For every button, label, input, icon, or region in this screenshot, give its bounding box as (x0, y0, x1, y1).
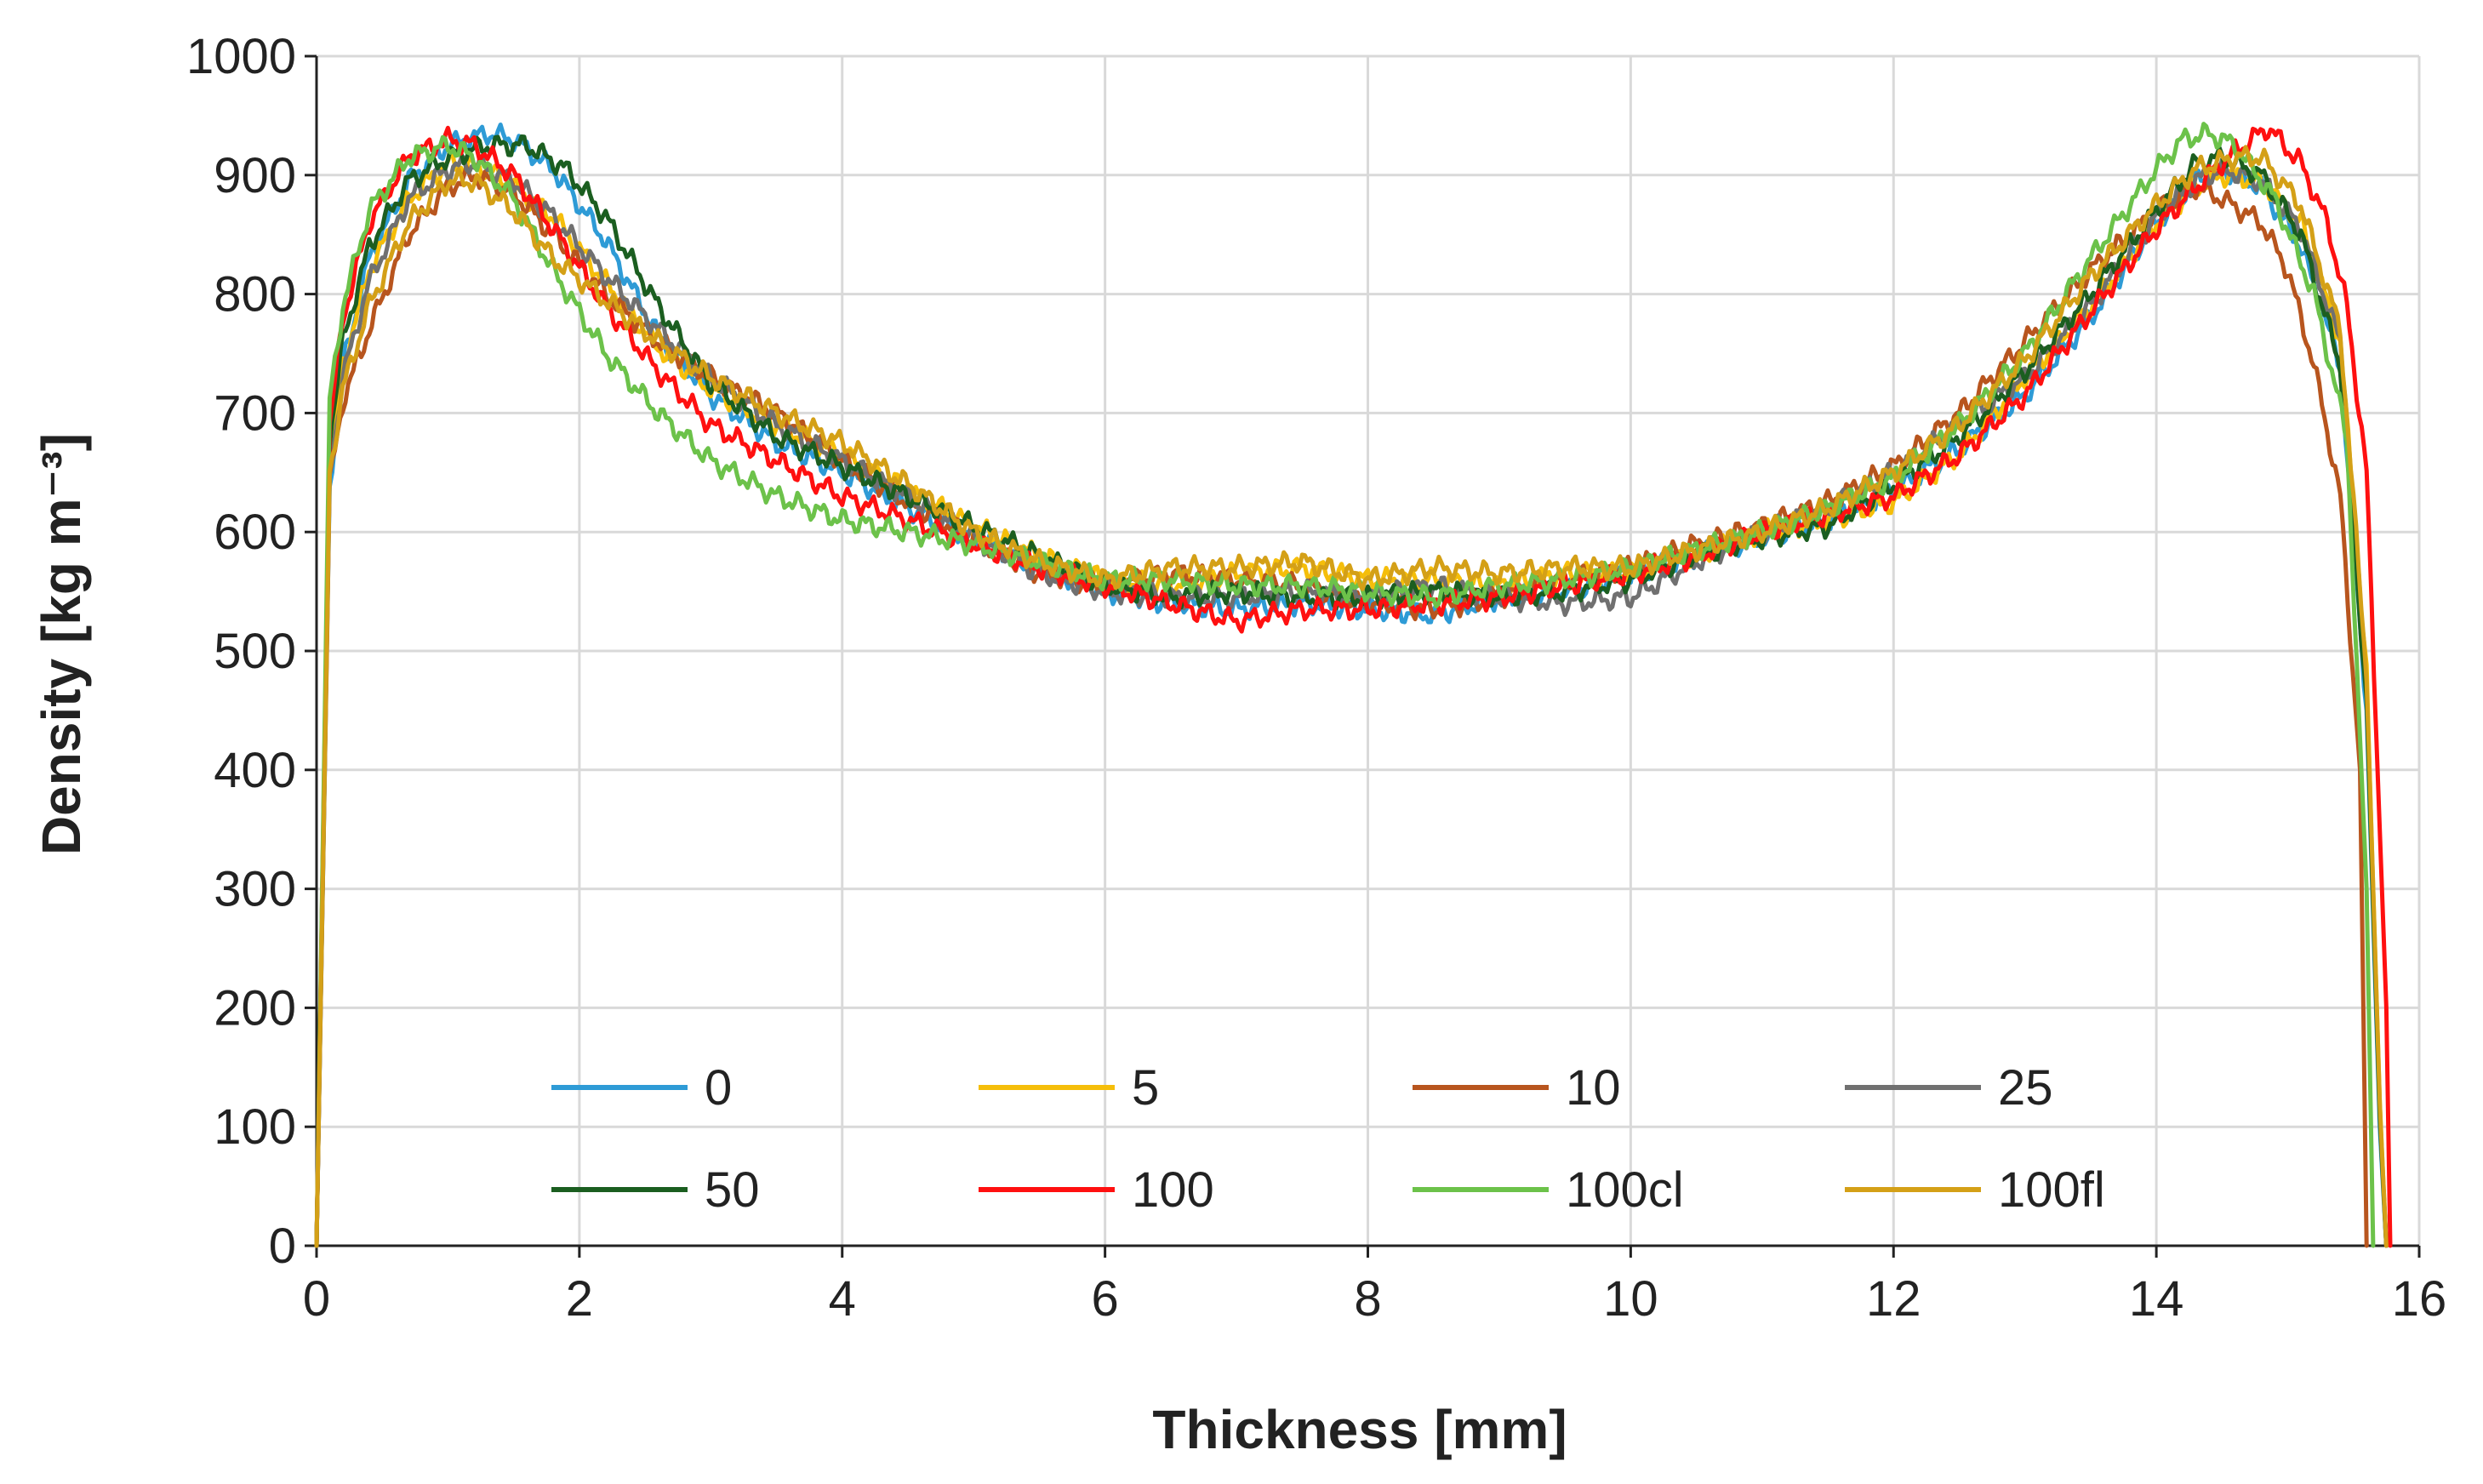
legend-label-5: 5 (1132, 1060, 1159, 1116)
x-tick-label: 0 (303, 1271, 330, 1327)
legend-label-25: 25 (1998, 1060, 2053, 1116)
legend-label-100fl: 100fl (1998, 1162, 2105, 1218)
x-tick-label: 10 (1603, 1271, 1658, 1327)
y-tick-label: 700 (214, 385, 296, 441)
x-tick-label: 4 (829, 1271, 856, 1327)
x-tick-label: 12 (1866, 1271, 1921, 1327)
legend-label-0: 0 (705, 1060, 732, 1116)
legend-label-100cl: 100cl (1566, 1162, 1684, 1218)
series-line-100cl (314, 122, 2376, 1248)
y-tick-label: 1000 (186, 29, 296, 84)
y-tick-label: 400 (214, 743, 296, 798)
legend-label-50: 50 (705, 1162, 760, 1218)
series-line-100 (314, 125, 2393, 1248)
y-tick-label: 800 (214, 267, 296, 322)
x-tick-label: 6 (1091, 1271, 1118, 1327)
y-tick-label: 100 (214, 1099, 296, 1155)
y-tick-label: 0 (269, 1219, 296, 1274)
y-tick-label: 900 (214, 148, 296, 203)
x-tick-label: 2 (566, 1271, 593, 1327)
series-lines (314, 122, 2393, 1248)
x-tick-label: 16 (2392, 1271, 2447, 1327)
x-axis-title: Thickness [mm] (1152, 1399, 1567, 1460)
x-tick-label: 8 (1354, 1271, 1381, 1327)
legend: 0 5 10 25 50 100 100cl 100fl (551, 1060, 2105, 1218)
y-tick-label: 500 (214, 624, 296, 679)
y-axis-title: Density [kg m⁻³] (31, 433, 92, 855)
legend-label-10: 10 (1566, 1060, 1621, 1116)
series-line-100fl (314, 145, 2389, 1248)
series-line-50 (314, 134, 2389, 1248)
y-tick-label: 600 (214, 505, 296, 560)
y-tick-label: 200 (214, 980, 296, 1036)
x-tick-label: 14 (2129, 1271, 2184, 1327)
y-tick-label: 300 (214, 862, 296, 917)
axes (305, 54, 2421, 1258)
legend-label-100: 100 (1132, 1162, 1214, 1218)
grid (317, 54, 2421, 1246)
